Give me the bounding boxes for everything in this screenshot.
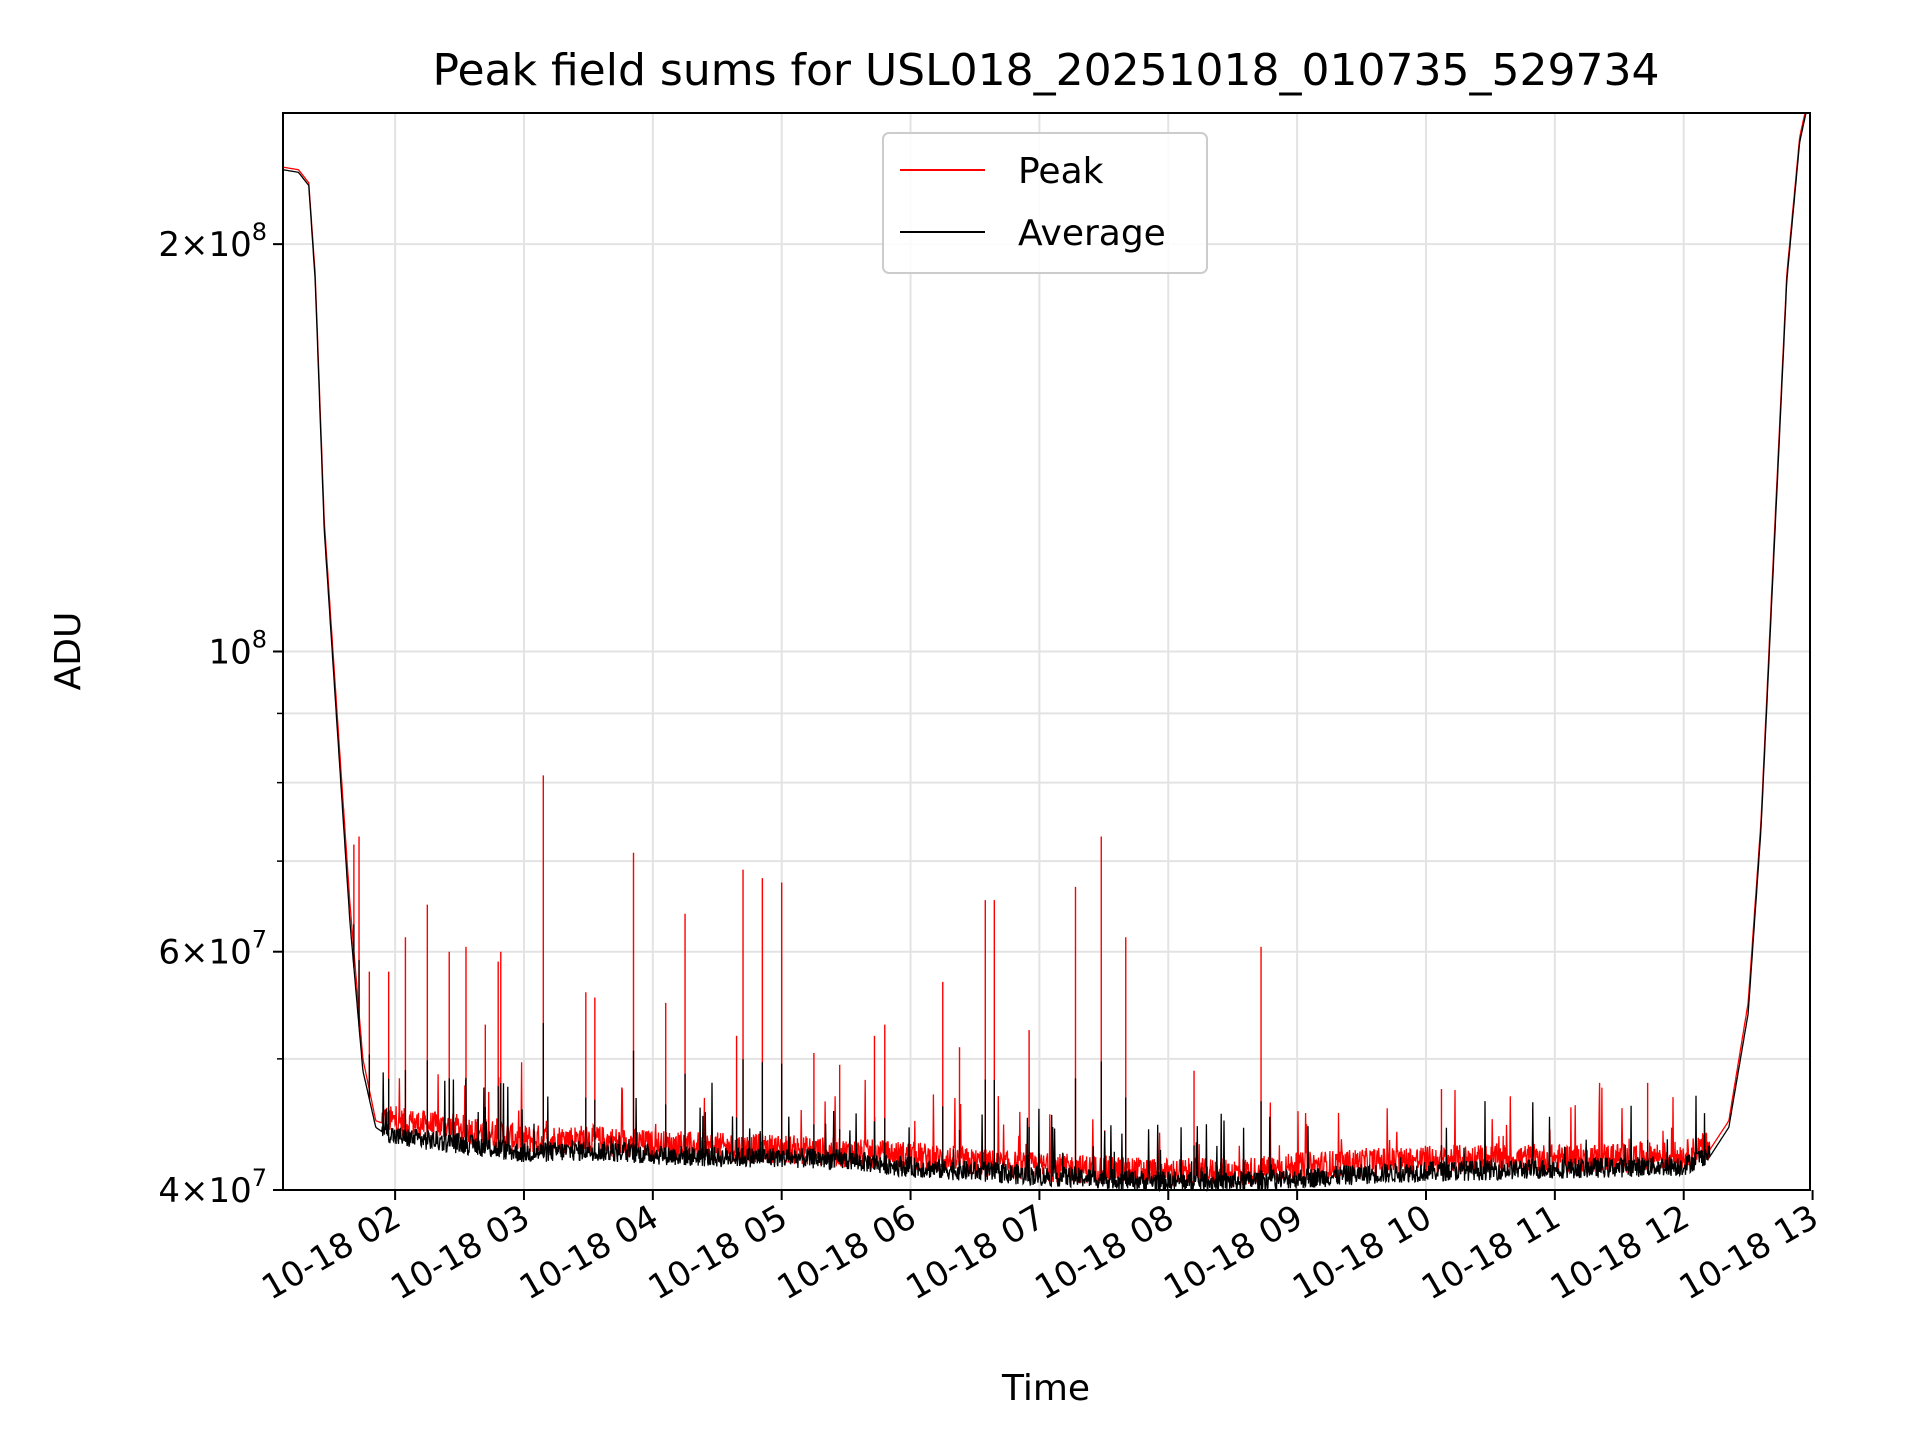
x-axis-label: Time [1001,1368,1090,1409]
y-tick-label: 6×107 [158,926,267,973]
legend-average-label: Average [1018,213,1166,254]
y-tick-label: 2×108 [158,218,267,265]
series-layer [282,112,1810,1193]
legend-peak-label: Peak [1018,151,1104,192]
legend: Peak Average [882,132,1208,274]
peak-series-line [282,112,1810,1188]
chart-title: Peak field sums for USL018_20251018_0107… [433,45,1660,96]
y-axis-label: ADU [48,612,89,691]
legend-box [882,132,1208,274]
average-series-line [282,112,1810,1193]
y-tick-label: 108 [208,626,267,673]
y-tick-label: 4×107 [158,1164,267,1211]
